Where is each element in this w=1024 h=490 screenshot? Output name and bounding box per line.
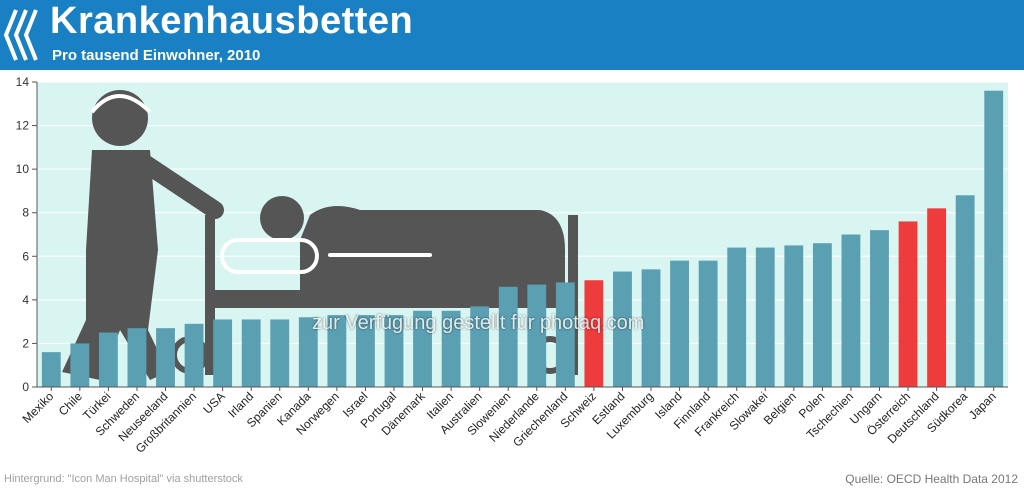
bar-slowenien [498, 286, 518, 387]
bar-japan [984, 90, 1004, 387]
watermark-text: zur Verfügung gestellt für photaq.com [312, 312, 645, 334]
y-tick-label: 2 [22, 336, 29, 350]
bar-norwegen [327, 315, 347, 387]
y-tick-label: 0 [22, 380, 29, 394]
bar-niederlande [527, 284, 547, 387]
bar-finnland [698, 260, 718, 387]
chart-subtitle: Pro tausend Einwohner, 2010 [52, 47, 261, 64]
x-tick-label: USA [200, 389, 227, 416]
bar-usa [213, 319, 233, 387]
bar-schweden [127, 328, 147, 387]
y-tick-label: 14 [16, 75, 30, 89]
bar-tschechien [841, 234, 861, 387]
bar-slowakei [755, 247, 775, 387]
bar-dänemark [413, 310, 432, 387]
x-tick-label: Belgien [761, 389, 799, 427]
bar-ungarn [870, 230, 889, 387]
bar-portugal [384, 315, 404, 387]
bar-series [41, 90, 1004, 387]
bar-irland [241, 319, 261, 387]
bar-luxemburg [641, 269, 661, 387]
bar-spanien [270, 319, 290, 387]
y-tick-label: 10 [16, 162, 30, 176]
y-tick-label: 8 [22, 206, 29, 220]
bar-türkei [98, 332, 118, 387]
bar-großbritannien [184, 323, 204, 387]
bar-chart: 0 2 4 6 8 10 12 14 Mexiko ChileTürkeiSchwedenNeu… [16, 75, 1008, 456]
chart-title: Krankenhausbetten [50, 0, 414, 42]
bar-kanada [298, 317, 318, 387]
bar-belgien [784, 245, 804, 387]
image-credit: Hintergrund: "Icon Man Hospital" via shu… [4, 473, 243, 485]
header-banner: Krankenhausbetten Pro tausend Einwohner,… [0, 0, 1024, 70]
bar-polen [812, 243, 832, 387]
axes [36, 82, 1008, 391]
y-tick-label: 4 [22, 293, 29, 307]
bar-chile [70, 343, 90, 387]
y-tick-label: 12 [16, 119, 30, 133]
bar-australien [470, 306, 490, 387]
x-tick-label: Japan [966, 389, 999, 422]
bar-deutschland [927, 208, 947, 387]
x-tick-label: Mexiko [20, 389, 57, 426]
bar-italien [441, 310, 461, 387]
source-note: Quelle: OECD Health Data 2012 [845, 472, 1018, 486]
bar-österreich [898, 221, 918, 387]
bar-frankreich [727, 247, 747, 387]
oecd-chevron-logo-icon [3, 9, 38, 61]
y-axis-ticks: 0 2 4 6 8 10 12 14 [16, 75, 37, 394]
bar-mexiko [41, 352, 61, 387]
x-axis-category-labels: Mexiko ChileTürkeiSchwedenNeuseelandGroßb… [20, 389, 999, 456]
bar-israel [356, 315, 375, 387]
bar-schweiz [584, 280, 604, 387]
bar-estland [613, 271, 632, 387]
y-tick-label: 6 [22, 249, 29, 263]
bar-island [670, 260, 689, 387]
bar-südkorea [955, 195, 975, 387]
bar-griechenland [555, 282, 575, 387]
bar-neuseeland [156, 328, 175, 387]
